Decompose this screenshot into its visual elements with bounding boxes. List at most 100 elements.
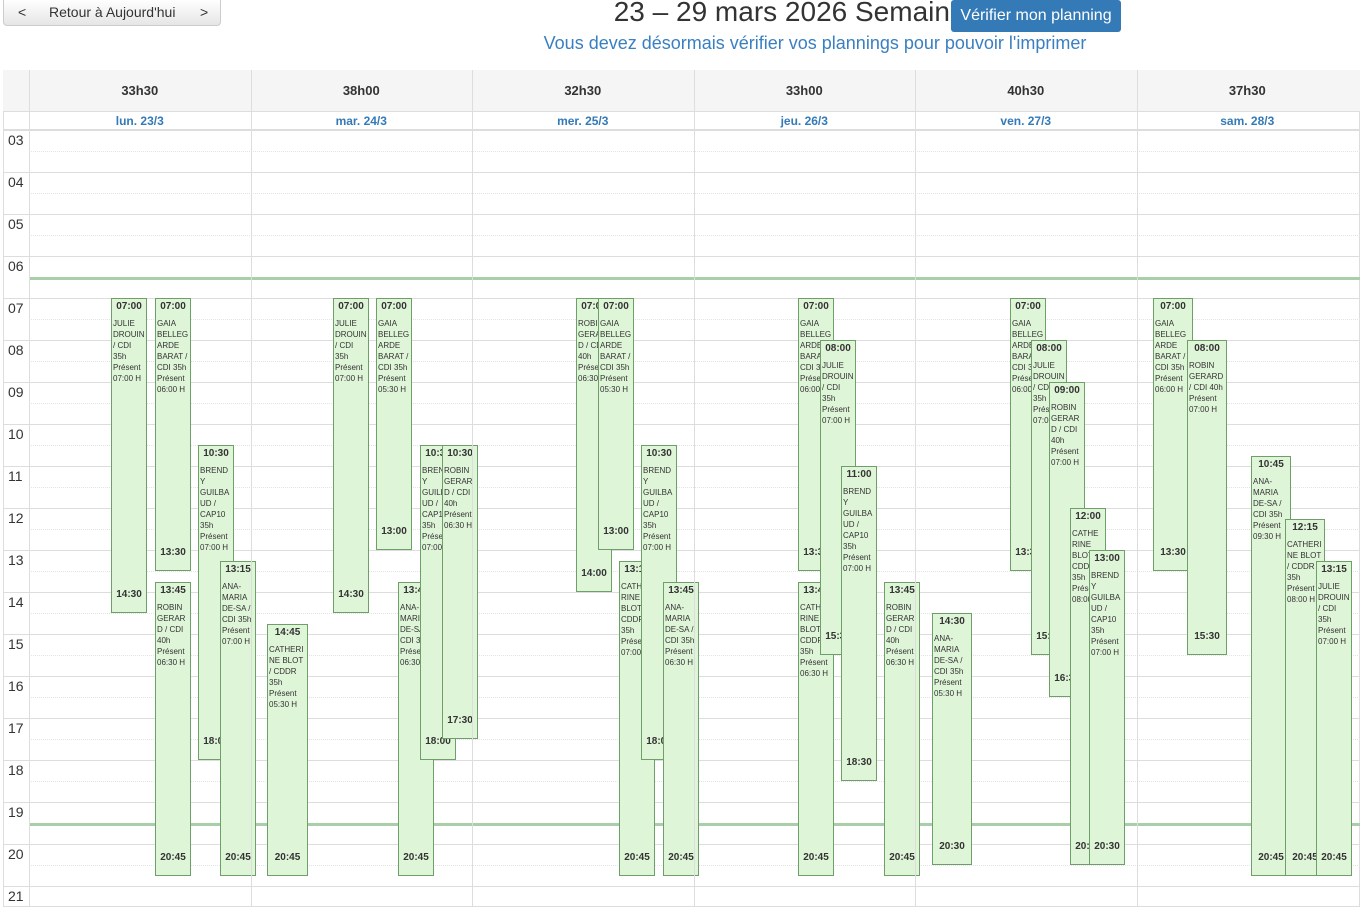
day-total: 40h30 xyxy=(1007,83,1045,98)
shift-start: 07:00 xyxy=(803,301,829,312)
shift-event[interactable]: 14:30 ANA-MARIA DE-SA / CDI 35h Présent 05… xyxy=(932,613,972,865)
attendance: Présent 07:00 H xyxy=(422,532,451,552)
day-divider xyxy=(915,70,916,907)
employee: BRENDY GUILBAUD / CAP10 35h xyxy=(200,466,230,530)
attendance: Présent 07:00 H xyxy=(643,532,672,552)
today-button[interactable]: Retour à Aujourd'hui xyxy=(49,4,176,20)
shift-end: 14:00 xyxy=(581,568,607,579)
week-title: 23 – 29 mars 2026 Semaine : 13 xyxy=(613,0,1020,27)
half-hour-line xyxy=(29,529,1360,530)
shift-end: 20:45 xyxy=(624,851,650,863)
employee: BRENDY GUILBAUD / CAP10 35h xyxy=(843,487,873,551)
hour-label: 10 xyxy=(8,426,24,442)
shift-start: 13:00 xyxy=(1094,553,1120,564)
shift-event[interactable]: 07:00 GAIA BELLEGARDE BARAT / CDI 35h Prés… xyxy=(376,298,412,550)
shift-start: 13:45 xyxy=(403,584,429,596)
employee: ROBIN GERARD / CDI 40h xyxy=(1189,361,1224,392)
shift-event[interactable]: 07:00 JULIE DROUIN / CDI 35h Présent 07:00… xyxy=(333,298,369,613)
shift-start: 14:30 xyxy=(939,616,965,627)
day-divider xyxy=(472,70,473,907)
shift-event[interactable]: 13:45 ROBIN GERARD / CDI 40h Présent 06:30… xyxy=(884,581,920,876)
attendance: Présent 07:00 H xyxy=(621,636,650,657)
attendance: Présent 06:30 H xyxy=(800,657,829,678)
employee: JULIE DROUIN / CDI 35h xyxy=(822,361,854,403)
day-total: 33h00 xyxy=(785,83,823,98)
attendance: Présent 06:30 H xyxy=(665,646,694,667)
day-label[interactable]: jeu. 26/3 xyxy=(780,114,828,128)
day-label[interactable]: mar. 24/3 xyxy=(335,114,387,128)
shift-end: 13:00 xyxy=(381,526,407,537)
employee: BRENDY GUILBAUD / CAP10 35h xyxy=(1091,571,1121,635)
shift-event[interactable]: 13:00 BRENDY GUILBAUD / CAP10 35h Présent … xyxy=(1089,550,1125,865)
day-total: 37h30 xyxy=(1228,83,1266,98)
shift-end: 20:45 xyxy=(889,851,915,863)
shift-event[interactable]: 13:15 JULIE DROUIN / CDI 35h Présent 07:00… xyxy=(1316,560,1352,876)
attendance: Présent 06:30 H xyxy=(157,646,186,667)
hour-line xyxy=(3,214,1360,215)
prev-arrow[interactable]: < xyxy=(18,4,27,20)
shift-event[interactable]: 10:45 ANA-MARIA DE-SA / CDI 35h Présent 09… xyxy=(1251,455,1291,876)
shift-event[interactable]: 07:00 JULIE DROUIN / CDI 35h Présent 07:00… xyxy=(111,298,147,613)
hour-label: 15 xyxy=(8,636,24,652)
day-label[interactable]: sam. 28/3 xyxy=(1220,114,1275,128)
day-label[interactable]: ven. 27/3 xyxy=(1000,114,1052,128)
day-start-line xyxy=(29,277,1360,280)
attendance: Présent 07:00 H xyxy=(335,363,364,383)
day-divider xyxy=(250,70,252,907)
shift-end: 20:45 xyxy=(1292,851,1318,863)
half-hour-line xyxy=(29,403,1360,404)
shift-end: 18:00 xyxy=(203,736,229,747)
hour-line xyxy=(3,340,1360,341)
shift-event[interactable]: 14:45 CATHERINE BLOT / CDDR 35h Présent 05… xyxy=(267,623,308,876)
shift-event[interactable]: 07:00 GAIA BELLEGARDE BARAT / CDI 35h Prés… xyxy=(155,298,191,571)
shift-event[interactable]: 11:00 BRENDY GUILBAUD / CAP10 35h Présent … xyxy=(841,466,877,781)
shift-event[interactable]: 13:15 ANA-MARIA DE-SA / CDI 35h Présent 07… xyxy=(220,560,256,876)
attendance: Présent 05:30 H xyxy=(934,678,963,698)
employee: BRENDY GUILBAUD / CAP10 35h xyxy=(643,466,673,530)
shift-event[interactable]: 13:45 ANA-MARIA DE-SA / CDI 35h Présent 06… xyxy=(663,581,699,876)
shift-end: 14:30 xyxy=(116,589,142,600)
shift-end: 15:30 xyxy=(1194,631,1220,642)
shift-start: 07:00 xyxy=(1160,301,1186,312)
shift-end: 20:45 xyxy=(160,851,186,863)
employee: CATHERINE BLOT / CDDR 35h xyxy=(1072,529,1099,582)
hour-label: 13 xyxy=(8,552,24,568)
shift-event[interactable]: 08:00 ROBIN GERARD / CDI 40h Présent 07:00… xyxy=(1187,340,1227,655)
verify-button[interactable]: Vérifier mon planning xyxy=(951,0,1121,32)
employee: CATHERINE BLOT / CDDR 35h xyxy=(621,581,648,635)
hour-label: 06 xyxy=(8,258,24,274)
attendance: Présent 07:00 H xyxy=(1051,447,1080,467)
attendance: Présent 06:30 H xyxy=(444,510,473,530)
day-divider xyxy=(1136,70,1138,907)
hour-label: 12 xyxy=(8,510,24,526)
shift-start: 07:00 xyxy=(581,301,607,312)
employee: ROBIN GERARD / CDI 40h xyxy=(578,319,607,361)
shift-end: 20:30 xyxy=(1075,841,1101,852)
shift-start: 13:15 xyxy=(624,563,650,575)
shift-start: 13:45 xyxy=(160,584,186,596)
shift-end: 20:45 xyxy=(225,851,251,863)
attendance: Présent 07:00 H xyxy=(1033,405,1062,425)
today-nav[interactable]: < Retour à Aujourd'hui > xyxy=(3,0,221,26)
shift-end: 17:30 xyxy=(447,715,473,726)
shift-start: 07:00 xyxy=(160,301,186,312)
shift-event[interactable]: 13:45 CATHERINE BLOT / CDDR 35h Présent 06… xyxy=(798,581,834,876)
half-hour-line xyxy=(29,571,1360,572)
employee: ANA-MARIA DE-SA / CDI 35h xyxy=(934,634,964,676)
employee: ANA-MARIA DE-SA / CDI 35h xyxy=(665,602,695,645)
shift-event[interactable]: 07:00 GAIA BELLEGARDE BARAT / CDI 35h Prés… xyxy=(598,298,634,550)
next-arrow[interactable]: > xyxy=(200,4,209,20)
hour-line xyxy=(3,508,1360,509)
hour-line xyxy=(3,298,1360,299)
day-label[interactable]: mer. 25/3 xyxy=(557,114,609,128)
employee: ROBIN GERARD / CDI 40h xyxy=(444,466,473,508)
half-hour-line xyxy=(29,319,1360,320)
hour-label: 18 xyxy=(8,762,24,778)
employee: ROBIN GERARD / CDI 40h xyxy=(157,602,186,645)
employee: BRENDY GUILBAUD / CAP10 35h xyxy=(422,466,452,530)
day-label[interactable]: lun. 23/3 xyxy=(115,114,164,128)
shift-event[interactable]: 13:45 ROBIN GERARD / CDI 40h Présent 06:30… xyxy=(155,581,191,876)
subtitle: Vous devez désormais vérifier vos planni… xyxy=(543,33,1087,53)
shift-start: 13:45 xyxy=(889,584,915,596)
